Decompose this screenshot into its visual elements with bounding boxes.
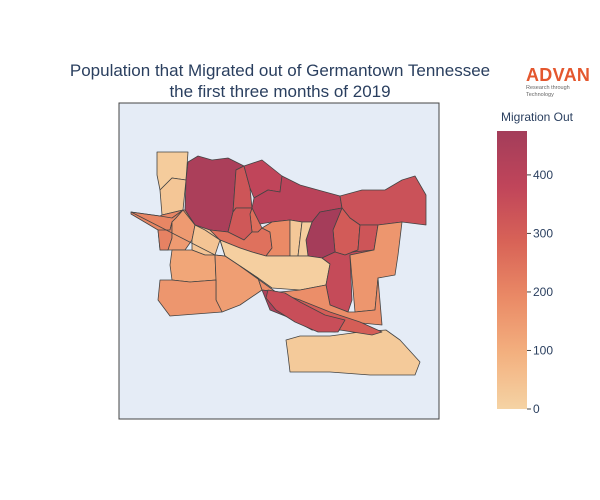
region-r24[interactable] <box>169 249 217 283</box>
region-layer <box>130 151 427 376</box>
region-r19[interactable] <box>297 221 313 257</box>
colorbar: Migration Out 0 100 200 300 400 <box>497 110 574 416</box>
map-title-line1: Population that Migrated out of Germanto… <box>69 61 491 80</box>
colorbar-tick-label: 0 <box>533 402 540 416</box>
region-r26[interactable] <box>157 279 223 317</box>
colorbar-ticks: 0 100 200 300 400 <box>527 168 553 416</box>
colorbar-ramp <box>497 131 527 409</box>
region-r22[interactable] <box>351 224 379 253</box>
colorbar-tick-label: 300 <box>533 226 553 240</box>
region-r30[interactable] <box>130 209 226 257</box>
colorbar-tick-label: 100 <box>533 343 553 357</box>
region-r2[interactable] <box>159 177 187 216</box>
map-title: Population that Migrated out of Germanto… <box>0 60 560 102</box>
colorbar-tick-label: 200 <box>533 285 553 299</box>
map-title-line2: the first three months of 2019 <box>169 82 391 101</box>
region-r32[interactable] <box>265 289 346 333</box>
colorbar-title: Migration Out <box>501 110 574 124</box>
logo-name: ADVAN <box>526 65 591 85</box>
logo-tagline: Research through Technology <box>526 85 570 98</box>
advan-logo: ADVAN Research through Technology <box>526 66 596 99</box>
region-r28[interactable] <box>285 329 421 376</box>
colorbar-tick-label: 400 <box>533 168 553 182</box>
